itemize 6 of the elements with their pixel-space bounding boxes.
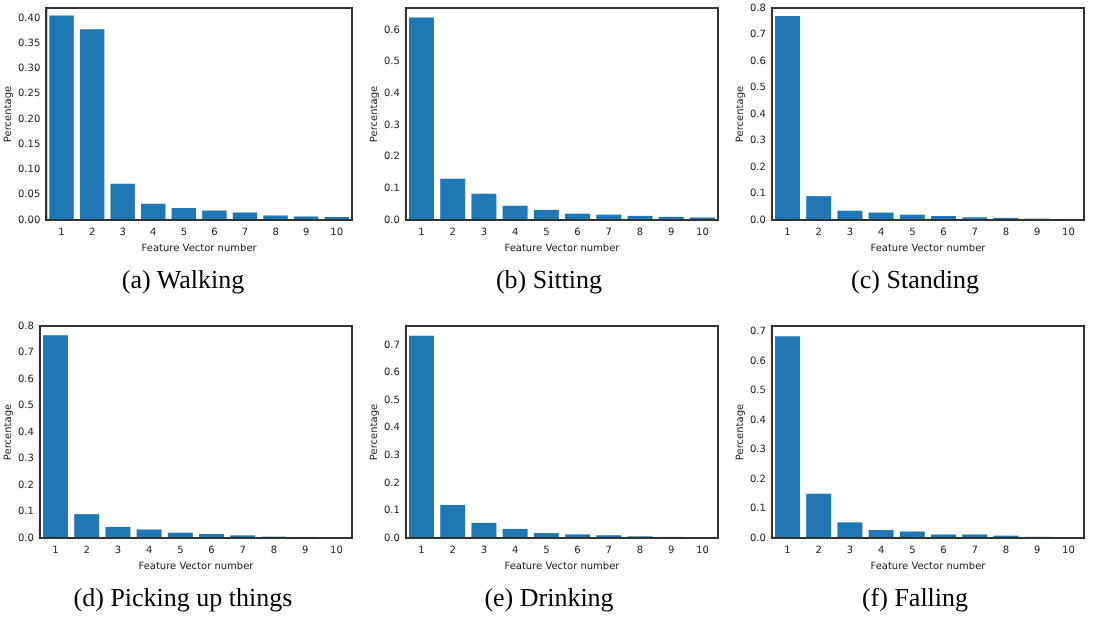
text: (a) Walking [119, 264, 247, 296]
text: (f) Falling [859, 582, 971, 614]
text: (d) Picking up things [71, 582, 295, 614]
text: (b) Sitting [493, 264, 605, 296]
text: (c) Standing [849, 264, 981, 296]
text: (e) Drinking [482, 582, 616, 614]
